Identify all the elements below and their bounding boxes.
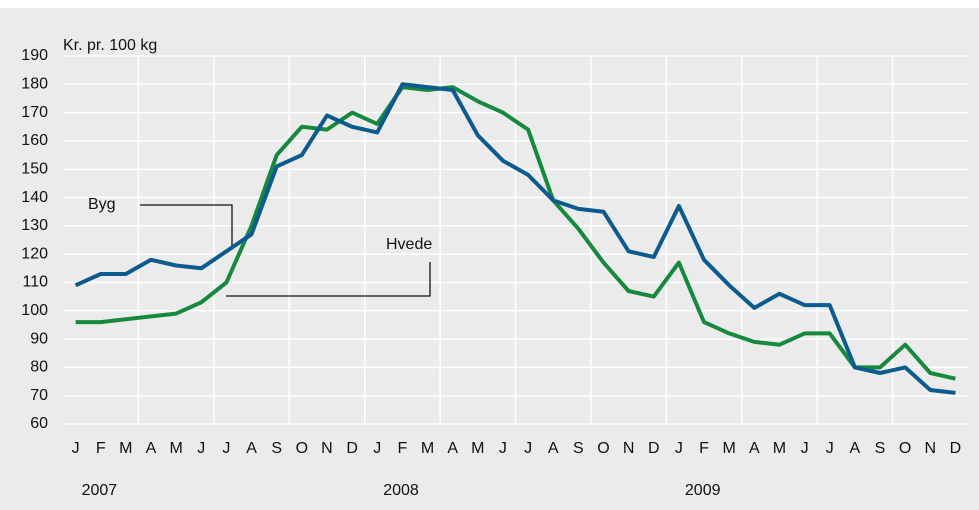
x-tick-label: J (72, 440, 80, 457)
x-tick-label: F (397, 440, 407, 457)
x-tick-label: J (801, 440, 809, 457)
x-tick-label: S (271, 440, 282, 457)
y-tick-label: 150 (21, 160, 48, 177)
x-tick-label: J (222, 440, 230, 457)
series-line (75, 85, 956, 381)
x-tick-label: D (346, 440, 358, 457)
x-tick-label: J (675, 440, 683, 457)
x-tick-label: A (447, 440, 458, 457)
series-line (74, 82, 956, 395)
x-tick-label: F (699, 440, 709, 457)
x-tick-label: O (296, 440, 308, 457)
x-tick-label: D (950, 440, 962, 457)
x-tick-label: J (499, 440, 507, 457)
y-tick-label: 100 (21, 302, 48, 319)
x-tick-label: A (246, 440, 257, 457)
x-tick-label: J (826, 440, 834, 457)
x-tick-label: N (321, 440, 333, 457)
x-tick-label: M (773, 440, 786, 457)
y-tick-label: 70 (30, 387, 48, 404)
x-tick-label: N (623, 440, 635, 457)
x-tick-label: S (573, 440, 584, 457)
legend-label: Byg (88, 196, 116, 213)
y-tick-label: 130 (21, 217, 48, 234)
x-tick-label: J (373, 440, 381, 457)
y-axis-label: Kr. pr. 100 kg (63, 37, 157, 54)
x-tick-label: A (749, 440, 760, 457)
y-tick-label: 170 (21, 104, 48, 121)
y-tick-label: 90 (30, 330, 48, 347)
x-tick-label: A (146, 440, 157, 457)
y-tick-label: 190 (21, 47, 48, 64)
y-tick-label: 80 (30, 359, 48, 376)
y-tick-label: 120 (21, 245, 48, 262)
x-tick-label: O (899, 440, 911, 457)
y-tick-label: 160 (21, 132, 48, 149)
byg-leader (140, 204, 233, 248)
y-tick-label: 110 (22, 274, 48, 291)
x-tick-label: M (169, 440, 182, 457)
year-label: 2007 (82, 482, 118, 499)
x-tick-label: F (96, 440, 106, 457)
hvede-leader (226, 262, 431, 297)
grid (63, 55, 968, 425)
x-tick-label: A (548, 440, 559, 457)
y-tick-label: 180 (21, 76, 48, 93)
background (0, 8, 979, 510)
x-tick-label: J (524, 440, 532, 457)
x-tick-label: M (421, 440, 434, 457)
x-tick-label: N (925, 440, 937, 457)
x-tick-label: D (648, 440, 660, 457)
y-tick-label: 60 (30, 415, 48, 432)
year-label: 2008 (383, 482, 419, 499)
x-tick-label: M (471, 440, 484, 457)
year-label: 2009 (685, 482, 721, 499)
x-tick-label: S (875, 440, 886, 457)
x-tick-label: M (119, 440, 132, 457)
x-tick-label: A (850, 440, 861, 457)
x-tick-label: J (197, 440, 205, 457)
legend-label: Hvede (386, 236, 432, 253)
x-tick-label: M (723, 440, 736, 457)
y-tick-label: 140 (21, 189, 48, 206)
x-tick-label: O (597, 440, 609, 457)
